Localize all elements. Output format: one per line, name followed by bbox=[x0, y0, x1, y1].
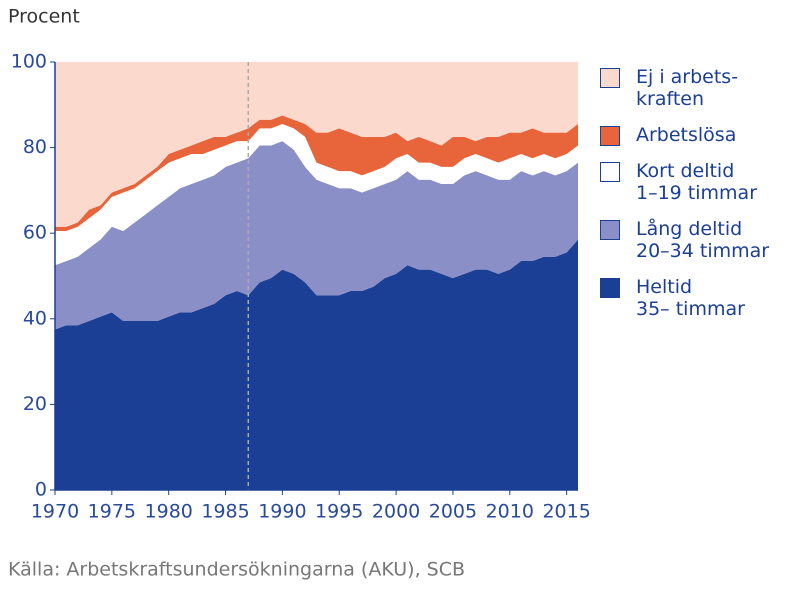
x-tick-label: 1990 bbox=[258, 501, 306, 523]
legend-label: Lång deltid 20–34 timmar bbox=[636, 218, 770, 262]
x-tick-label: 1970 bbox=[31, 501, 79, 523]
legend-item: Ej i arbets- kraften bbox=[600, 66, 800, 110]
legend-label: Arbetslösa bbox=[636, 124, 737, 146]
legend-swatch bbox=[600, 126, 620, 146]
legend-label: Ej i arbets- kraften bbox=[636, 66, 739, 110]
x-tick-label: 2005 bbox=[429, 501, 477, 523]
y-tick-label: 40 bbox=[23, 307, 47, 329]
legend-label: Heltid 35– timmar bbox=[636, 276, 745, 320]
y-tick-label: 20 bbox=[23, 393, 47, 415]
x-tick-label: 2015 bbox=[542, 501, 590, 523]
x-tick-label: 1985 bbox=[201, 501, 249, 523]
source: Källa: Arbetskraftsundersökningarna (AKU… bbox=[8, 559, 465, 581]
legend-swatch bbox=[600, 220, 620, 240]
legend-label: Kort deltid 1–19 timmar bbox=[636, 160, 758, 204]
legend-swatch bbox=[600, 278, 620, 298]
area bbox=[55, 239, 578, 490]
x-tick-label: 1975 bbox=[88, 501, 136, 523]
y-axis-label: Procent bbox=[8, 6, 80, 28]
y-tick-label: 60 bbox=[23, 222, 47, 244]
area bbox=[55, 124, 578, 266]
area bbox=[55, 62, 578, 227]
y-tick-label: 0 bbox=[35, 479, 47, 501]
legend-swatch bbox=[600, 162, 620, 182]
area bbox=[55, 141, 578, 330]
area bbox=[55, 115, 578, 232]
legend-item: Lång deltid 20–34 timmar bbox=[600, 218, 800, 262]
legend-item: Heltid 35– timmar bbox=[600, 276, 800, 320]
x-tick-label: 2000 bbox=[372, 501, 420, 523]
legend-item: Arbetslösa bbox=[600, 124, 800, 146]
legend-item: Kort deltid 1–19 timmar bbox=[600, 160, 800, 204]
x-tick-label: 1980 bbox=[145, 501, 193, 523]
y-tick-label: 80 bbox=[23, 136, 47, 158]
y-tick-label: 100 bbox=[11, 51, 47, 73]
x-tick-label: 1995 bbox=[315, 501, 363, 523]
x-tick-label: 2010 bbox=[486, 501, 534, 523]
legend-swatch bbox=[600, 68, 620, 88]
legend: Ej i arbets- kraften Arbetslösa Kort delti… bbox=[600, 66, 800, 334]
